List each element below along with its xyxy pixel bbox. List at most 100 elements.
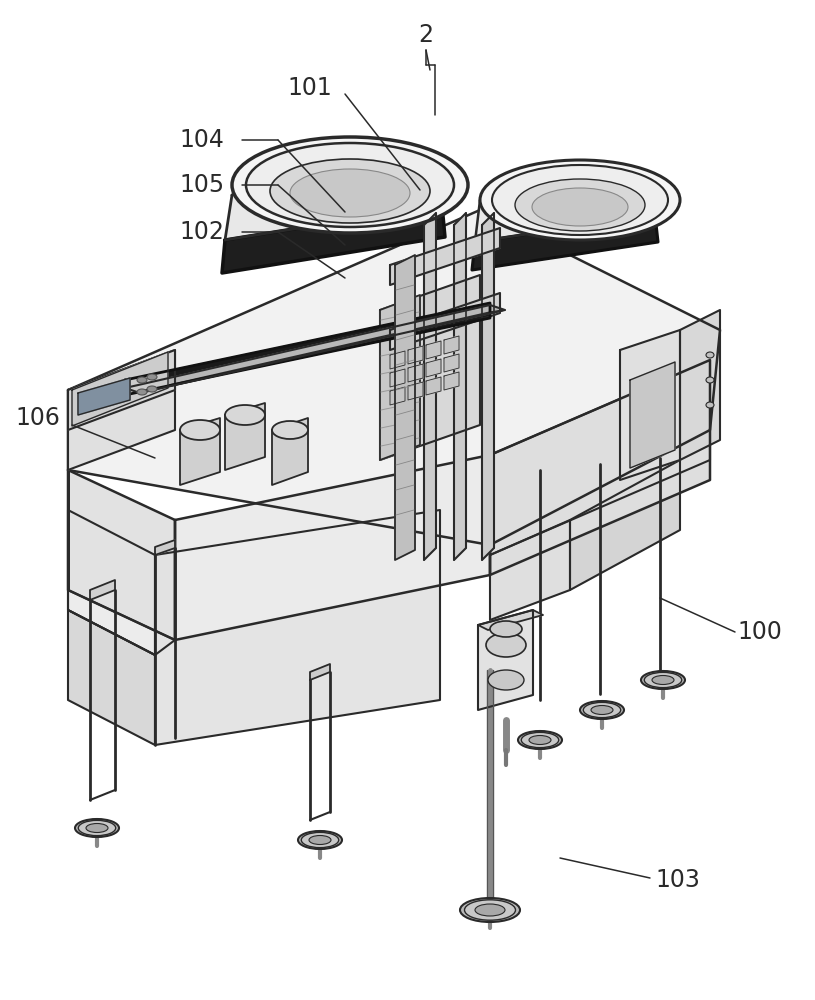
Polygon shape <box>68 590 175 655</box>
Polygon shape <box>155 540 175 555</box>
Polygon shape <box>478 610 543 630</box>
Ellipse shape <box>580 701 624 719</box>
Ellipse shape <box>270 159 430 223</box>
Polygon shape <box>380 275 480 460</box>
Polygon shape <box>225 160 442 240</box>
Polygon shape <box>125 303 490 395</box>
Ellipse shape <box>584 702 621 718</box>
Ellipse shape <box>488 670 524 690</box>
Polygon shape <box>90 580 115 600</box>
Polygon shape <box>426 341 441 359</box>
Polygon shape <box>155 510 440 745</box>
Polygon shape <box>310 664 330 680</box>
Polygon shape <box>680 310 720 460</box>
Polygon shape <box>380 295 420 460</box>
Polygon shape <box>390 351 405 369</box>
Polygon shape <box>68 470 175 640</box>
Ellipse shape <box>225 405 265 425</box>
Ellipse shape <box>137 377 147 383</box>
Ellipse shape <box>465 900 516 920</box>
Polygon shape <box>472 215 658 270</box>
Polygon shape <box>630 362 675 468</box>
Ellipse shape <box>75 819 119 837</box>
Ellipse shape <box>475 904 505 916</box>
Polygon shape <box>390 293 500 350</box>
Polygon shape <box>444 336 459 354</box>
Polygon shape <box>424 213 436 560</box>
Ellipse shape <box>486 633 526 657</box>
Polygon shape <box>68 610 155 745</box>
Ellipse shape <box>272 421 308 439</box>
Text: 102: 102 <box>179 220 224 244</box>
Ellipse shape <box>246 143 454 227</box>
Polygon shape <box>478 610 533 710</box>
Polygon shape <box>390 369 405 387</box>
Text: 2: 2 <box>418 23 434 47</box>
Ellipse shape <box>515 179 645 231</box>
Text: 104: 104 <box>179 128 224 152</box>
Ellipse shape <box>645 672 681 688</box>
Polygon shape <box>225 403 265 470</box>
Ellipse shape <box>529 736 551 744</box>
Ellipse shape <box>652 676 674 684</box>
Polygon shape <box>180 418 220 485</box>
Ellipse shape <box>86 824 108 832</box>
Polygon shape <box>408 364 423 382</box>
Polygon shape <box>390 228 500 285</box>
Ellipse shape <box>147 374 157 380</box>
Polygon shape <box>125 305 505 393</box>
Ellipse shape <box>706 402 714 408</box>
Polygon shape <box>78 378 130 415</box>
Polygon shape <box>175 455 490 640</box>
Ellipse shape <box>641 671 685 689</box>
Polygon shape <box>444 372 459 390</box>
Ellipse shape <box>706 352 714 358</box>
Polygon shape <box>68 350 175 430</box>
Polygon shape <box>444 354 459 372</box>
Text: 100: 100 <box>738 620 782 644</box>
Polygon shape <box>490 360 710 575</box>
Ellipse shape <box>518 731 562 749</box>
Polygon shape <box>68 210 720 545</box>
Ellipse shape <box>180 420 220 440</box>
Ellipse shape <box>460 898 520 922</box>
Ellipse shape <box>137 389 147 395</box>
Polygon shape <box>426 377 441 395</box>
Ellipse shape <box>591 706 613 714</box>
Ellipse shape <box>706 377 714 383</box>
Polygon shape <box>482 213 494 560</box>
Ellipse shape <box>532 188 628 226</box>
Polygon shape <box>426 359 441 377</box>
Polygon shape <box>475 178 655 242</box>
Polygon shape <box>68 510 155 655</box>
Text: 101: 101 <box>288 76 333 100</box>
Ellipse shape <box>480 160 680 240</box>
Polygon shape <box>454 213 466 560</box>
Ellipse shape <box>290 169 410 217</box>
Ellipse shape <box>490 621 522 637</box>
Polygon shape <box>390 387 405 405</box>
Polygon shape <box>72 352 168 426</box>
Ellipse shape <box>302 832 339 848</box>
Text: 106: 106 <box>15 406 60 430</box>
Ellipse shape <box>147 386 157 392</box>
Polygon shape <box>408 346 423 364</box>
Polygon shape <box>395 255 415 560</box>
Polygon shape <box>68 350 175 470</box>
Polygon shape <box>222 205 445 273</box>
Ellipse shape <box>492 165 668 235</box>
Polygon shape <box>125 310 505 395</box>
Ellipse shape <box>232 137 468 233</box>
Ellipse shape <box>298 831 342 849</box>
Polygon shape <box>620 330 680 480</box>
Text: 103: 103 <box>655 868 700 892</box>
Polygon shape <box>490 360 710 555</box>
Ellipse shape <box>522 732 559 748</box>
Polygon shape <box>570 460 680 590</box>
Polygon shape <box>408 382 423 400</box>
Ellipse shape <box>309 836 331 844</box>
Text: 105: 105 <box>179 173 225 197</box>
Polygon shape <box>490 520 570 620</box>
Ellipse shape <box>78 820 116 836</box>
Polygon shape <box>272 418 308 485</box>
